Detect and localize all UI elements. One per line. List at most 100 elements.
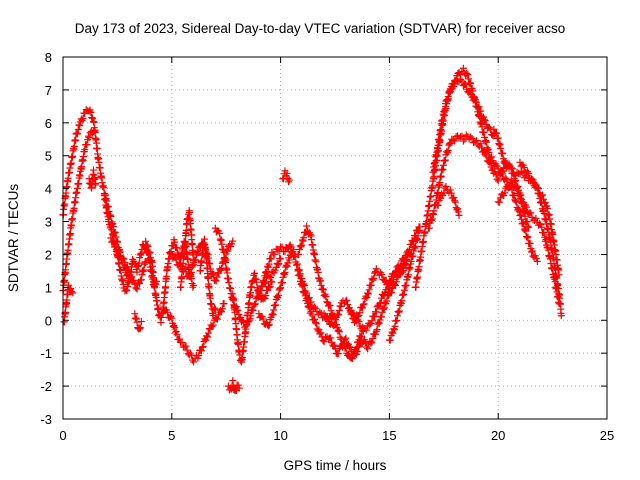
data-point bbox=[268, 278, 276, 286]
data-point bbox=[407, 257, 415, 265]
data-point bbox=[354, 316, 362, 324]
data-point bbox=[300, 234, 308, 242]
data-point bbox=[498, 168, 506, 176]
data-point bbox=[495, 141, 503, 149]
data-point bbox=[293, 260, 301, 268]
data-point bbox=[171, 238, 179, 246]
data-point bbox=[499, 167, 507, 175]
series-track-7 bbox=[131, 310, 145, 333]
data-point bbox=[235, 384, 243, 392]
data-point bbox=[178, 339, 186, 347]
chart-title: Day 173 of 2023, Sidereal Day-to-day VTE… bbox=[75, 21, 565, 36]
data-point bbox=[273, 293, 281, 301]
data-point bbox=[446, 140, 454, 148]
data-point bbox=[517, 215, 525, 223]
data-point bbox=[88, 114, 96, 122]
data-point bbox=[494, 177, 502, 185]
data-point bbox=[109, 238, 117, 246]
data-point bbox=[76, 121, 84, 129]
y-tick-label: -3 bbox=[40, 412, 52, 427]
data-point bbox=[500, 158, 508, 166]
data-point bbox=[130, 276, 138, 284]
data-point bbox=[263, 268, 271, 276]
data-point bbox=[351, 312, 359, 320]
data-point bbox=[316, 308, 324, 316]
data-point bbox=[377, 313, 385, 321]
data-point bbox=[524, 168, 532, 176]
data-point bbox=[517, 191, 525, 199]
data-point bbox=[389, 329, 397, 337]
data-point bbox=[534, 184, 542, 192]
data-point bbox=[107, 222, 115, 230]
data-point bbox=[521, 212, 529, 220]
data-point bbox=[428, 215, 436, 223]
data-point bbox=[145, 249, 153, 257]
data-point bbox=[261, 294, 269, 302]
series-track-25 bbox=[425, 131, 533, 232]
data-point bbox=[111, 243, 119, 251]
data-point bbox=[451, 197, 459, 205]
data-point bbox=[195, 352, 203, 360]
data-point bbox=[371, 269, 379, 277]
data-point bbox=[538, 192, 546, 200]
data-point bbox=[122, 286, 130, 294]
data-point bbox=[522, 227, 530, 235]
data-point bbox=[265, 260, 273, 268]
data-point bbox=[413, 235, 421, 243]
data-point bbox=[464, 71, 472, 79]
data-point bbox=[334, 327, 342, 335]
data-point bbox=[352, 347, 360, 355]
data-point bbox=[342, 297, 350, 305]
data-point bbox=[447, 189, 455, 197]
data-point bbox=[364, 289, 372, 297]
data-point bbox=[375, 302, 383, 310]
data-point bbox=[485, 148, 493, 156]
data-point bbox=[307, 298, 315, 306]
data-point bbox=[172, 256, 180, 264]
data-point bbox=[270, 306, 278, 314]
data-point bbox=[334, 350, 342, 358]
data-point bbox=[499, 150, 507, 158]
data-point bbox=[484, 145, 492, 153]
data-point bbox=[366, 321, 374, 329]
data-point bbox=[142, 237, 150, 245]
data-point bbox=[348, 355, 356, 363]
data-point bbox=[73, 129, 81, 137]
data-point bbox=[370, 274, 378, 282]
data-point bbox=[67, 222, 75, 230]
data-point bbox=[319, 285, 327, 293]
data-point bbox=[557, 312, 565, 320]
data-point bbox=[271, 302, 279, 310]
data-point bbox=[63, 183, 71, 191]
data-point bbox=[376, 316, 384, 324]
series-track-23 bbox=[385, 226, 424, 344]
series-track-18 bbox=[279, 167, 293, 186]
data-point bbox=[402, 281, 410, 289]
data-point bbox=[288, 248, 296, 256]
data-point bbox=[391, 271, 399, 279]
data-point bbox=[462, 131, 470, 139]
data-point bbox=[538, 223, 546, 231]
data-point bbox=[416, 226, 424, 234]
data-point bbox=[234, 381, 242, 389]
data-point bbox=[477, 107, 485, 115]
data-point bbox=[480, 116, 488, 124]
data-point bbox=[444, 147, 452, 155]
x-axis-label: GPS time / hours bbox=[284, 458, 387, 473]
data-point bbox=[356, 309, 364, 317]
data-point bbox=[213, 273, 221, 281]
data-point bbox=[186, 269, 194, 277]
data-point bbox=[502, 174, 510, 182]
data-point bbox=[139, 267, 147, 275]
x-tick-label: 5 bbox=[168, 428, 175, 443]
data-point bbox=[524, 222, 532, 230]
data-point bbox=[120, 255, 128, 263]
data-point bbox=[295, 250, 303, 258]
data-point bbox=[133, 285, 141, 293]
data-point bbox=[276, 285, 284, 293]
y-axis-label: SDTVAR / TECUs bbox=[6, 184, 21, 293]
data-point bbox=[533, 184, 541, 192]
data-point bbox=[116, 248, 124, 256]
data-point bbox=[83, 141, 91, 149]
data-point bbox=[481, 117, 489, 125]
